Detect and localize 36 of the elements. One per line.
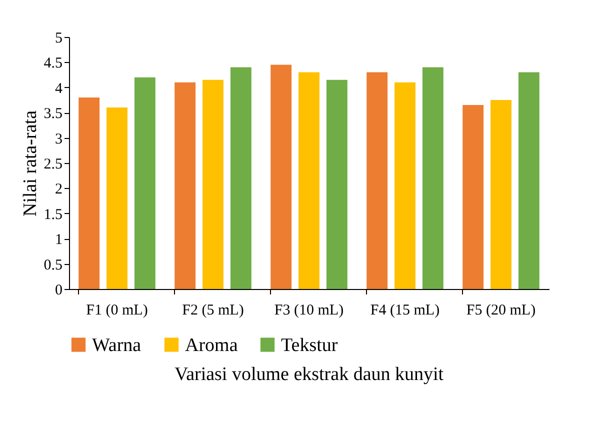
legend-label: Warna bbox=[92, 334, 142, 356]
bar bbox=[490, 100, 512, 289]
bar bbox=[202, 80, 224, 289]
x-tick-label: F4 (15 mL) bbox=[370, 302, 440, 318]
bar bbox=[174, 82, 196, 289]
y-tick-label: 4 bbox=[55, 80, 63, 97]
bar bbox=[518, 72, 540, 289]
y-axis-title: Nilai rata-rata bbox=[20, 110, 41, 217]
legend-label: Aroma bbox=[185, 334, 238, 356]
x-axis-title: Variasi volume ekstrak daun kunyit bbox=[174, 364, 444, 385]
x-tick-label: F5 (20 mL) bbox=[466, 302, 536, 318]
y-tick-label: 5 bbox=[55, 30, 62, 46]
bar bbox=[326, 80, 348, 289]
y-tick-label: 2.5 bbox=[44, 156, 62, 172]
y-tick-label: 1 bbox=[55, 232, 62, 248]
bar bbox=[106, 108, 128, 289]
bar bbox=[298, 72, 320, 289]
bar bbox=[366, 72, 388, 289]
x-tick-label: F1 (0 mL) bbox=[86, 302, 148, 318]
x-tick-label: F3 (10 mL) bbox=[274, 302, 344, 318]
bar bbox=[462, 105, 484, 289]
y-tick-label: 2 bbox=[55, 182, 62, 198]
y-tick-label: 0.5 bbox=[44, 257, 62, 274]
bar bbox=[230, 67, 252, 289]
y-tick-label: 0 bbox=[55, 282, 62, 298]
bar bbox=[422, 67, 444, 289]
y-tick-label: 3.5 bbox=[44, 106, 62, 122]
x-tick-label: F2 (5 mL) bbox=[182, 302, 244, 318]
y-tick-label: 4.5 bbox=[44, 56, 62, 72]
bar bbox=[394, 82, 416, 289]
legend-label: Tekstur bbox=[281, 334, 338, 356]
y-tick-label: 1.5 bbox=[44, 206, 62, 223]
bar bbox=[78, 97, 100, 289]
bar bbox=[270, 64, 292, 289]
y-tick-label: 3 bbox=[55, 131, 62, 148]
bar bbox=[134, 77, 156, 289]
